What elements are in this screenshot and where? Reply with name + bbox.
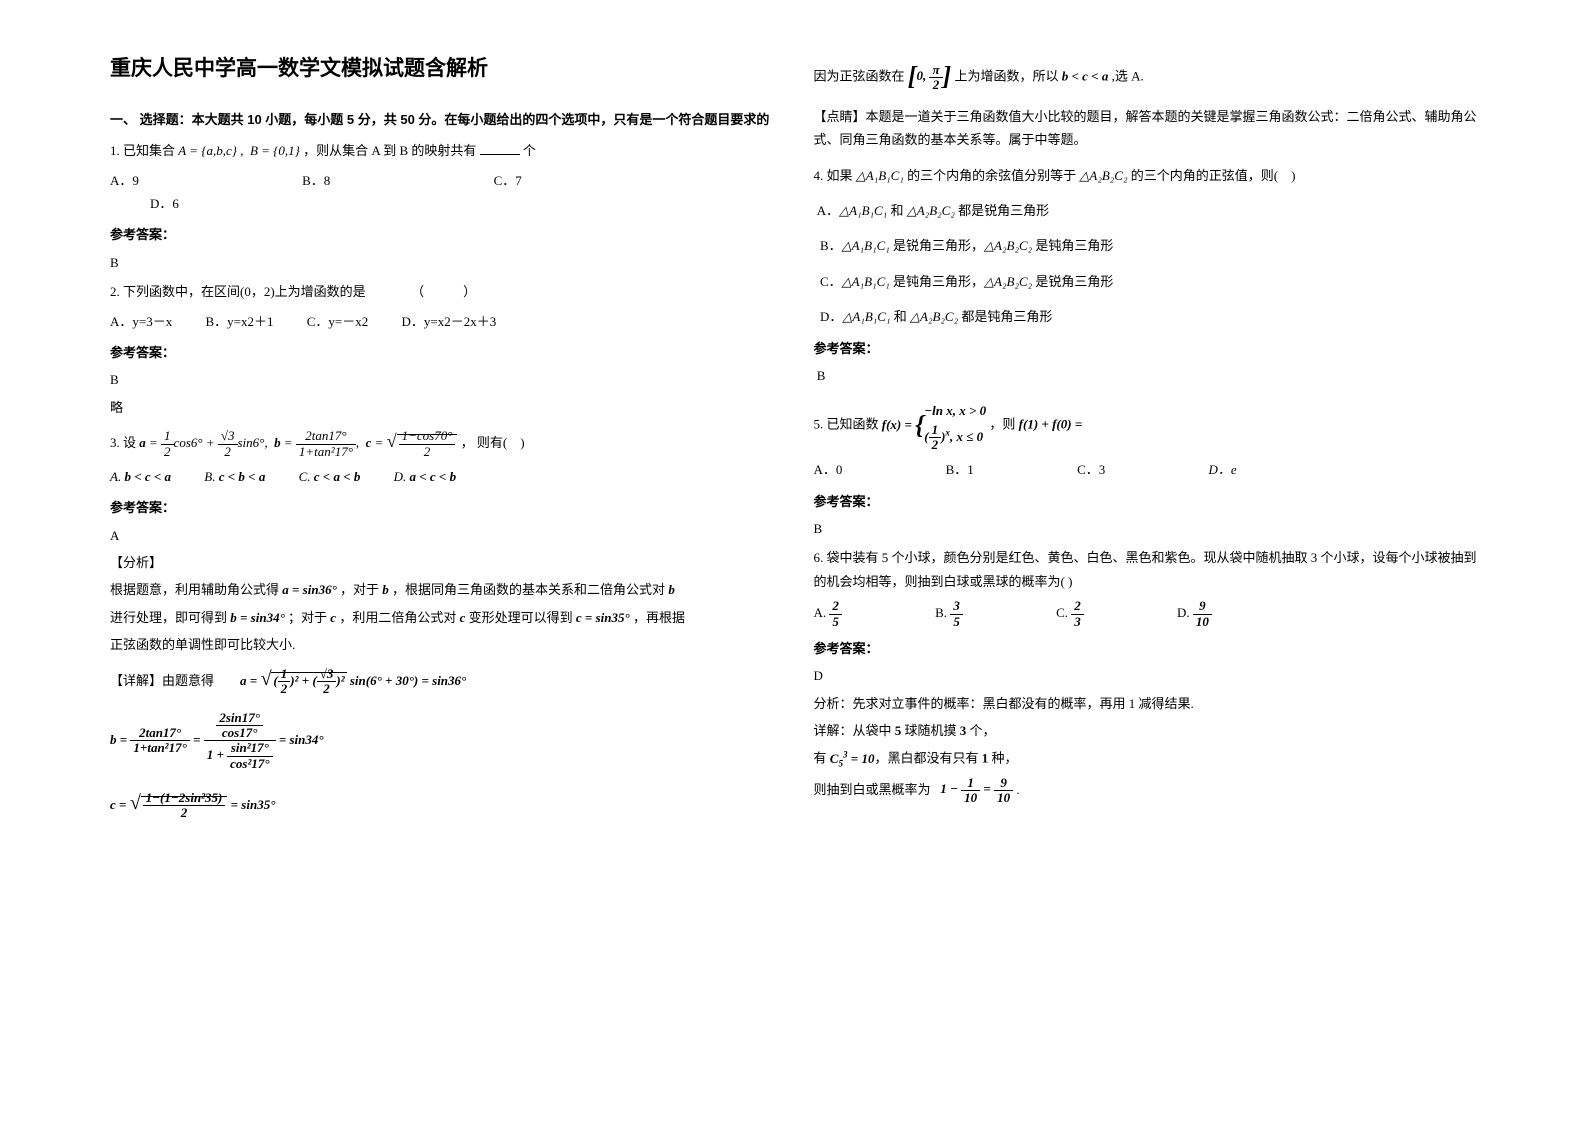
q1-opt-b: B．8 — [302, 169, 330, 192]
q3-formula: a = 12cos6° + √32sin6°, b = 2tan17°1+tan… — [139, 435, 460, 450]
q1-answer: B — [110, 251, 774, 274]
q3-opt-b: B. c < b < a — [204, 465, 265, 488]
right-column: 因为正弦函数在 [0, π2] 上为增函数，所以 b < c < a ,选 A.… — [794, 50, 1498, 1072]
q2-answer: B — [110, 368, 774, 391]
q4-tri2: △A₂B₂C₂ — [1079, 168, 1127, 183]
q1-blank — [480, 143, 520, 156]
q6-a1: 分析：先求对立事件的概率：黑白都没有的概率，再用 1 减得结果. — [814, 692, 1478, 715]
q4-opt-a: A．△A₁B₁C₁ 和 △A₂B₂C₂ 都是锐角三角形 — [814, 199, 1478, 222]
doc-title: 重庆人民中学高一数学文模拟试题含解析 — [110, 50, 774, 88]
q6-opt-a: A. 25 — [814, 599, 902, 629]
q1-unit: 个 — [523, 143, 536, 158]
q5-opt-a: A．0 — [814, 458, 843, 481]
q3-analysis-3: 正弦函数的单调性即可比较大小. — [110, 633, 774, 656]
q6-opt-d: D. 910 — [1177, 599, 1272, 629]
q5-ans-label: 参考答案： — [814, 490, 1478, 513]
q3-opt-a: A. b < c < a — [110, 465, 171, 488]
q5-opt-b: B．1 — [946, 458, 974, 481]
q3-ans-label: 参考答案： — [110, 496, 774, 519]
q2-opt-d: D．y=x2－2x＋3 — [402, 310, 497, 333]
q3-options: A. b < c < a B. c < b < a C. c < a < b D… — [110, 465, 774, 488]
q1-options: A．9 B．8 C．7 D．6 — [110, 169, 774, 216]
q6-ans-label: 参考答案： — [814, 637, 1478, 660]
q1-ans-label: 参考答案： — [110, 223, 774, 246]
q3-suffix: ， 则有( ) — [461, 435, 525, 450]
q4-answer: B — [814, 364, 1478, 387]
q6-a2: 详解：从袋中 5 球随机摸 3 个， — [814, 719, 1478, 742]
q2-opt-a: A．y=3－x — [110, 310, 172, 333]
q5-prefix: 5. 已知函数 — [814, 417, 882, 432]
q1-suffix: ，则从集合 A 到 B 的映射共有 — [303, 143, 476, 158]
q4-ans-label: 参考答案： — [814, 337, 1478, 360]
q3-prefix: 3. 设 — [110, 435, 139, 450]
q3-analysis-1: 根据题意，利用辅助角公式得 a = sin36° ，对于 b ，根据同角三角函数… — [110, 578, 774, 601]
q3-f1: a = √(12)² + (√32)² sin(6° + 30°) = sin3… — [240, 673, 466, 688]
question-1: 1. 已知集合 A = {a,b,c} , B = {0,1} ，则从集合 A … — [110, 139, 774, 162]
q1-prefix: 1. 已知集合 — [110, 143, 178, 158]
col2-line1: 因为正弦函数在 [0, π2] 上为增函数，所以 b < c < a ,选 A. — [814, 54, 1478, 101]
q3-opt-c: C. c < a < b — [299, 465, 361, 488]
question-4: 4. 如果 △A₁B₁C₁ 的三个内角的余弦值分别等于 △A₂B₂C₂ 的三个内… — [814, 164, 1478, 187]
q5-formula: f(x) = { −ln x, x > 0 (12)x, x ≤ 0 — [882, 417, 990, 432]
q2-options: A．y=3－x B．y=x2＋1 C．y=－x2 D．y=x2－2x＋3 — [110, 310, 774, 333]
q3-detail: 【详解】由题意得 a = √(12)² + (√32)² sin(6° + 30… — [110, 661, 774, 697]
q4-opt-d: D．△A₁B₁C₁ 和 △A₂B₂C₂ 都是钝角三角形 — [814, 305, 1478, 328]
q3-opt-d: D. a < c < b — [394, 465, 456, 488]
q4-opt-c: C．△A₁B₁C₁ 是钝角三角形，△A₂B₂C₂ 是锐角三角形 — [814, 270, 1478, 293]
q5-opt-d: D．e — [1208, 458, 1236, 481]
q2-ans-label: 参考答案： — [110, 341, 774, 364]
q3-analysis-2: 进行处理，即可得到 b = sin34° ；对于 c ，利用二倍角公式对 c 变… — [110, 606, 774, 629]
q5-opt-c: C．3 — [1077, 458, 1105, 481]
question-3: 3. 设 a = 12cos6° + √32sin6°, b = 2tan17°… — [110, 425, 774, 459]
question-6: 6. 袋中装有 5 个小球，颜色分别是红色、黄色、白色、黑色和紫色。现从袋中随机… — [814, 546, 1478, 593]
q3-f3: c = √1−(1−2sin²35)2 = sin35° — [110, 785, 774, 821]
q5-answer: B — [814, 517, 1478, 540]
q4-opt-b: B．△A₁B₁C₁ 是锐角三角形，△A₂B₂C₂ 是钝角三角形 — [814, 234, 1478, 257]
q6-opt-b: B. 35 — [935, 599, 1023, 629]
q1-formula: A = {a,b,c} , B = {0,1} — [178, 143, 300, 158]
q5-options: A．0 B．1 C．3 D．e — [814, 458, 1478, 481]
q6-a3: 有 C53 = 10，黑白都没有只有 1 种， — [814, 746, 1478, 771]
q3-answer: A — [110, 524, 774, 547]
q4-suffix: 的三个内角的正弦值，则( ) — [1131, 168, 1296, 183]
q1-opt-d: D．6 — [150, 192, 179, 215]
q1-opt-a: A．9 — [110, 169, 139, 192]
q2-opt-c: C．y=－x2 — [307, 310, 369, 333]
q6-answer: D — [814, 664, 1478, 687]
q1-opt-c: C．7 — [494, 169, 522, 192]
tip-text: 本题是一道关于三角函数值大小比较的题目，解答本题的关键是掌握三角函数公式：二倍角… — [814, 109, 1477, 147]
q2-note: 略 — [110, 396, 774, 419]
tip-label: 【点睛】 — [814, 109, 866, 124]
q6-a4: 则抽到白或黑概率为 1 − 110 = 910 . — [814, 776, 1478, 806]
analysis-label: 【分析】 — [110, 551, 774, 574]
col2-l1-prefix: 因为正弦函数在 — [814, 68, 905, 83]
col2-l1-suffix: 上为增函数，所以 b < c < a ,选 A. — [954, 68, 1143, 83]
detail-label: 【详解】由题意得 — [110, 673, 214, 688]
question-5: 5. 已知函数 f(x) = { −ln x, x > 0 (12)x, x ≤… — [814, 399, 1478, 452]
col2-l1-formula: [0, π2] — [908, 68, 955, 83]
q4-tri1: △A₁B₁C₁ — [856, 168, 904, 183]
q4-prefix: 4. 如果 — [814, 168, 856, 183]
question-2: 2. 下列函数中，在区间(0，2)上为增函数的是 （ ） — [110, 280, 774, 303]
q3-f2: b = 2tan17°1+tan²17° = 2sin17°cos17° 1 +… — [110, 711, 774, 771]
section-1-head: 一、 选择题：本大题共 10 小题，每小题 5 分，共 50 分。在每小题给出的… — [110, 108, 774, 131]
left-column: 重庆人民中学高一数学文模拟试题含解析 一、 选择题：本大题共 10 小题，每小题… — [90, 50, 794, 1072]
q2-opt-b: B．y=x2＋1 — [205, 310, 273, 333]
q6-opt-c: C. 23 — [1056, 599, 1144, 629]
col2-tip: 【点睛】本题是一道关于三角函数值大小比较的题目，解答本题的关键是掌握三角函数公式… — [814, 105, 1478, 152]
q6-options: A. 25 B. 35 C. 23 D. 910 — [814, 599, 1478, 629]
q4-mid: 的三个内角的余弦值分别等于 — [907, 168, 1079, 183]
